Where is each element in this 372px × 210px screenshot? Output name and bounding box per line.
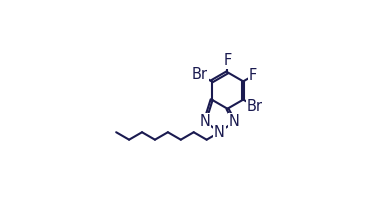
Text: Br: Br	[192, 67, 208, 82]
Text: N: N	[214, 125, 225, 140]
Text: F: F	[249, 68, 257, 83]
Text: N: N	[229, 114, 240, 129]
Text: N: N	[199, 114, 210, 129]
Text: Br: Br	[247, 99, 263, 114]
Text: F: F	[223, 53, 231, 68]
